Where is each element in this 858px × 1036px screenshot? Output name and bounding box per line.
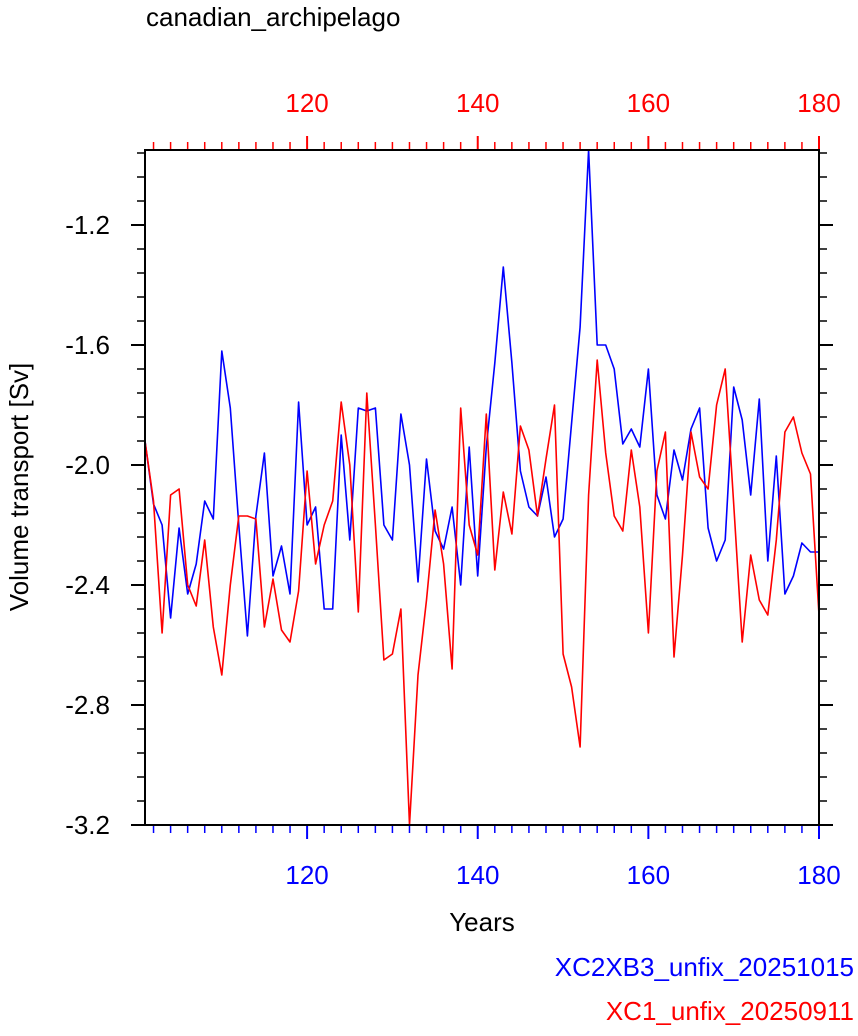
x-axis-label: Years <box>449 907 515 937</box>
y-tick-label: -3.2 <box>65 810 110 840</box>
plot-frame <box>144 149 820 826</box>
legend-series-1: XC2XB3_unfix_20251015 <box>554 952 854 982</box>
data-lines <box>144 149 820 826</box>
y-axis-label: Volume transport [Sv] <box>4 363 34 612</box>
x-tick-label-top: 120 <box>285 88 328 118</box>
y-tick-label: -1.2 <box>65 210 110 240</box>
legend-series-2: XC1_unfix_20250911 <box>605 996 854 1026</box>
x-tick-label-bottom: 120 <box>285 860 328 890</box>
y-tick-label: -2.4 <box>65 570 110 600</box>
tick-labels: 120 120 140 140 160 160 180 180 -1.2 -1.6 -2.0 -2.4… <box>65 88 841 890</box>
x-tick-label-top: 140 <box>456 88 499 118</box>
series-line-1 <box>144 149 819 637</box>
x-tick-label-bottom: 160 <box>627 860 670 890</box>
y-tick-label: -2.0 <box>65 450 110 480</box>
tick-marks <box>131 136 833 839</box>
chart-title: canadian_archipelago <box>146 2 401 32</box>
x-tick-label-top: 160 <box>627 88 670 118</box>
series-line-2 <box>144 359 820 826</box>
y-tick-label: -1.6 <box>65 330 110 360</box>
x-tick-label-top: 180 <box>797 88 840 118</box>
x-tick-label-bottom: 180 <box>797 860 840 890</box>
y-tick-label: -2.8 <box>65 690 110 720</box>
x-tick-label-bottom: 140 <box>456 860 499 890</box>
